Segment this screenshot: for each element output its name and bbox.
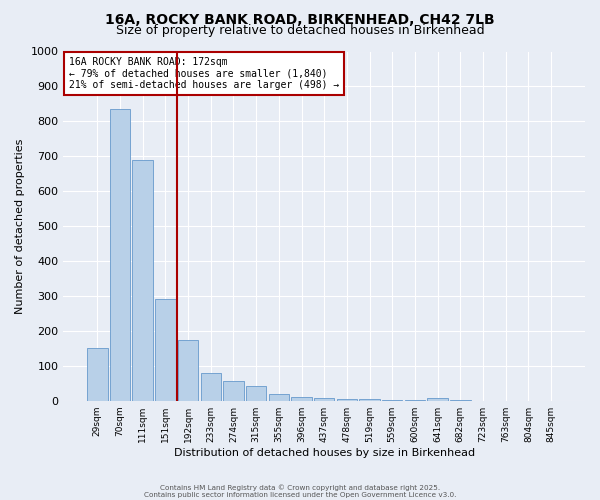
- Text: 16A ROCKY BANK ROAD: 172sqm
← 79% of detached houses are smaller (1,840)
21% of : 16A ROCKY BANK ROAD: 172sqm ← 79% of det…: [68, 56, 339, 90]
- Bar: [110, 109, 130, 401]
- Bar: [337, 399, 357, 400]
- Bar: [223, 381, 244, 400]
- Bar: [155, 300, 176, 400]
- Bar: [87, 348, 107, 401]
- Text: Contains public sector information licensed under the Open Government Licence v3: Contains public sector information licen…: [144, 492, 456, 498]
- Text: Size of property relative to detached houses in Birkenhead: Size of property relative to detached ho…: [116, 24, 484, 37]
- Y-axis label: Number of detached properties: Number of detached properties: [15, 138, 25, 314]
- Bar: [133, 160, 153, 400]
- X-axis label: Distribution of detached houses by size in Birkenhead: Distribution of detached houses by size …: [173, 448, 475, 458]
- Bar: [314, 398, 334, 400]
- Bar: [269, 394, 289, 400]
- Text: 16A, ROCKY BANK ROAD, BIRKENHEAD, CH42 7LB: 16A, ROCKY BANK ROAD, BIRKENHEAD, CH42 7…: [105, 12, 495, 26]
- Bar: [292, 396, 312, 400]
- Text: Contains HM Land Registry data © Crown copyright and database right 2025.: Contains HM Land Registry data © Crown c…: [160, 484, 440, 491]
- Bar: [200, 373, 221, 400]
- Bar: [246, 386, 266, 400]
- Bar: [178, 340, 198, 400]
- Bar: [427, 398, 448, 400]
